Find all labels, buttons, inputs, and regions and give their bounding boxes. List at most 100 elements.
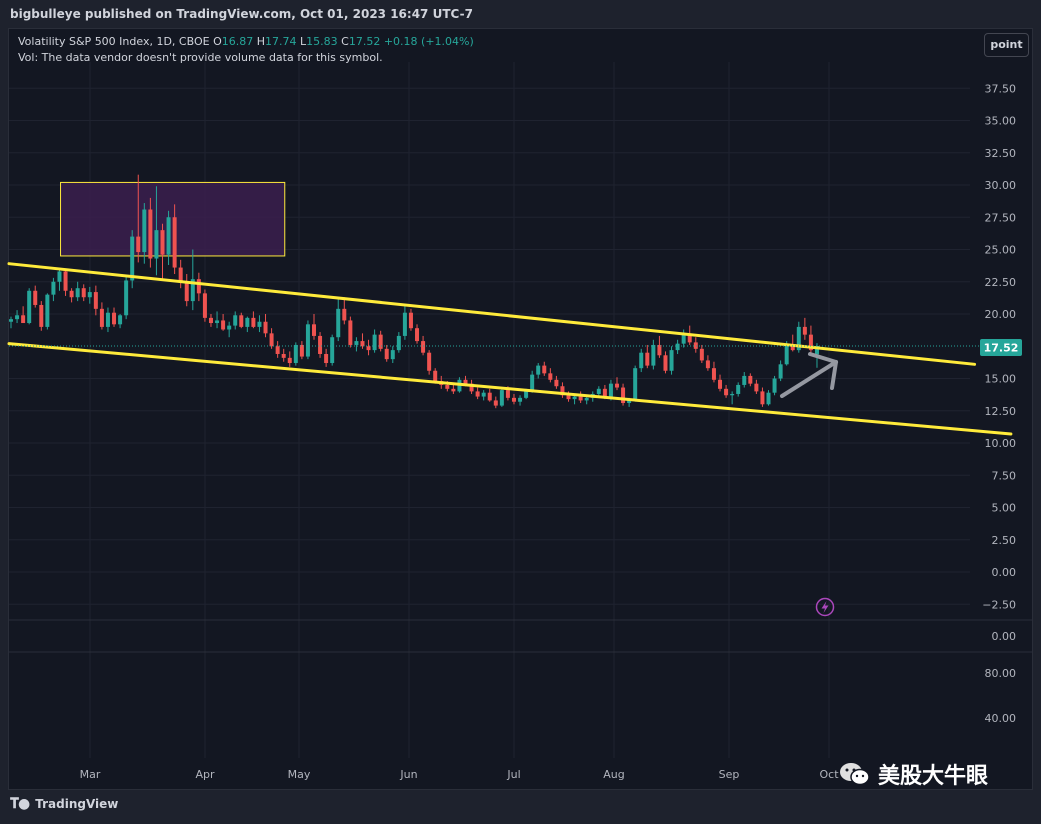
- legend-open-label: O: [213, 35, 222, 48]
- candle: [148, 197, 153, 268]
- y-tick-label: 32.50: [985, 147, 1017, 160]
- candle: [378, 330, 383, 352]
- candle: [215, 311, 220, 329]
- candle: [81, 284, 86, 302]
- candle: [142, 203, 147, 264]
- candle: [15, 310, 20, 324]
- legend-close-value: 17.52: [348, 35, 381, 48]
- candle: [511, 393, 516, 405]
- candle: [202, 289, 207, 322]
- candle: [560, 382, 565, 398]
- candle: [354, 337, 359, 352]
- annotation-arrow[interactable]: [780, 360, 838, 398]
- candle: [669, 346, 674, 375]
- tradingview-logo[interactable]: 𝐓● TradingView: [10, 796, 118, 812]
- candle: [239, 312, 244, 329]
- candle: [475, 387, 480, 400]
- x-tick-label: Oct: [819, 768, 839, 781]
- candle: [221, 314, 226, 331]
- candle: [736, 382, 741, 397]
- candle: [21, 306, 26, 324]
- candle: [730, 391, 735, 405]
- legend-change: +0.18 (+1.04%): [383, 35, 474, 48]
- candle: [536, 363, 541, 379]
- candle: [778, 360, 783, 382]
- candle: [87, 286, 92, 304]
- trendline-lower[interactable]: [7, 342, 1013, 436]
- legend-volume-note: Vol: The data vendor doesn't provide vol…: [18, 51, 383, 64]
- candle: [287, 351, 292, 367]
- candle: [275, 341, 280, 358]
- y-tick-label: 10.00: [985, 437, 1017, 450]
- point-button[interactable]: point: [984, 33, 1029, 57]
- candle: [718, 374, 723, 392]
- tradingview-brand: TradingView: [35, 797, 119, 811]
- candle: [548, 368, 553, 383]
- candle: [663, 351, 668, 374]
- candle: [699, 344, 704, 364]
- candle: [166, 210, 171, 265]
- candle: [336, 298, 341, 342]
- candle: [63, 268, 68, 296]
- candle: [75, 281, 80, 302]
- candle: [69, 288, 74, 303]
- candle: [481, 390, 486, 401]
- candle: [305, 320, 310, 360]
- chart-legend: Volatility S&P 500 Index, 1D, CBOE O16.8…: [18, 34, 474, 66]
- candle: [808, 325, 813, 354]
- candle: [487, 388, 492, 402]
- x-tick-label: Sep: [719, 768, 740, 781]
- publish-info: bigbulleye published on TradingView.com,…: [10, 7, 473, 21]
- candle: [427, 350, 432, 375]
- y-tick-label: 12.50: [985, 405, 1017, 418]
- candle: [130, 230, 135, 289]
- y-tick-label: 2.50: [992, 534, 1017, 547]
- candle: [748, 373, 753, 387]
- candle: [675, 339, 680, 354]
- candle: [415, 324, 420, 344]
- candle: [348, 316, 353, 348]
- annotation-arrow-head-lower: [830, 360, 838, 390]
- candle: [615, 377, 619, 391]
- candle: [681, 329, 686, 348]
- candle: [711, 361, 716, 383]
- candle: [396, 332, 401, 353]
- candle: [124, 276, 129, 320]
- x-tick-label: Aug: [603, 768, 624, 781]
- candle: [99, 302, 104, 330]
- trendline-upper[interactable]: [7, 262, 977, 366]
- candle: [312, 314, 316, 340]
- x-tick-label: Apr: [195, 768, 215, 781]
- candle: [408, 308, 413, 331]
- candle: [705, 355, 710, 371]
- legend-open-value: 16.87: [221, 35, 254, 48]
- watermark: 美股大牛眼: [838, 758, 988, 790]
- candle: [402, 303, 407, 340]
- y-tick-label: 7.50: [992, 469, 1017, 482]
- candle: [9, 316, 13, 329]
- x-tick-label: Jul: [506, 768, 520, 781]
- annotation-arrow-head-upper: [808, 352, 838, 364]
- candle: [293, 342, 298, 366]
- candle: [390, 346, 395, 364]
- y-tick-label: 15.00: [985, 373, 1017, 386]
- legend-low-value: 15.83: [306, 35, 338, 48]
- candle: [269, 328, 274, 349]
- y-tick-label: 5.00: [992, 502, 1017, 515]
- candle: [657, 335, 662, 358]
- candle: [469, 379, 474, 394]
- legend-low-label: L: [300, 35, 307, 48]
- lightning-icon[interactable]: [815, 597, 835, 617]
- candle: [160, 223, 165, 281]
- candle: [621, 383, 626, 406]
- lower-pane-tick: 80.00: [985, 667, 1017, 680]
- x-tick-label: Mar: [80, 768, 101, 781]
- y-tick-label: 30.00: [985, 179, 1017, 192]
- publish-info-bar: bigbulleye published on TradingView.com,…: [0, 0, 1041, 28]
- candle: [93, 285, 98, 316]
- chart-frame[interactable]: [8, 28, 1033, 790]
- candle: [51, 277, 56, 302]
- candle: [184, 274, 189, 307]
- y-tick-label: 20.00: [985, 308, 1017, 321]
